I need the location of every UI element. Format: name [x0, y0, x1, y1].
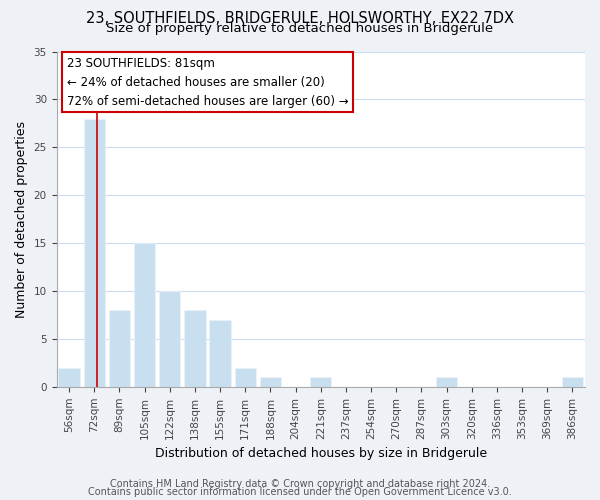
Bar [184, 310, 206, 387]
Bar [58, 368, 80, 387]
X-axis label: Distribution of detached houses by size in Bridgerule: Distribution of detached houses by size … [155, 447, 487, 460]
Bar [562, 377, 583, 387]
Text: Contains public sector information licensed under the Open Government Licence v3: Contains public sector information licen… [88, 487, 512, 497]
Bar [436, 377, 457, 387]
Bar [260, 377, 281, 387]
Bar [310, 377, 331, 387]
Bar [83, 118, 105, 387]
Bar [209, 320, 231, 387]
Text: 23 SOUTHFIELDS: 81sqm
← 24% of detached houses are smaller (20)
72% of semi-deta: 23 SOUTHFIELDS: 81sqm ← 24% of detached … [67, 56, 349, 108]
Text: Contains HM Land Registry data © Crown copyright and database right 2024.: Contains HM Land Registry data © Crown c… [110, 479, 490, 489]
Text: 23, SOUTHFIELDS, BRIDGERULE, HOLSWORTHY, EX22 7DX: 23, SOUTHFIELDS, BRIDGERULE, HOLSWORTHY,… [86, 11, 514, 26]
Bar [134, 243, 155, 387]
Bar [109, 310, 130, 387]
Bar [159, 291, 181, 387]
Y-axis label: Number of detached properties: Number of detached properties [15, 120, 28, 318]
Bar [235, 368, 256, 387]
Text: Size of property relative to detached houses in Bridgerule: Size of property relative to detached ho… [106, 22, 494, 35]
